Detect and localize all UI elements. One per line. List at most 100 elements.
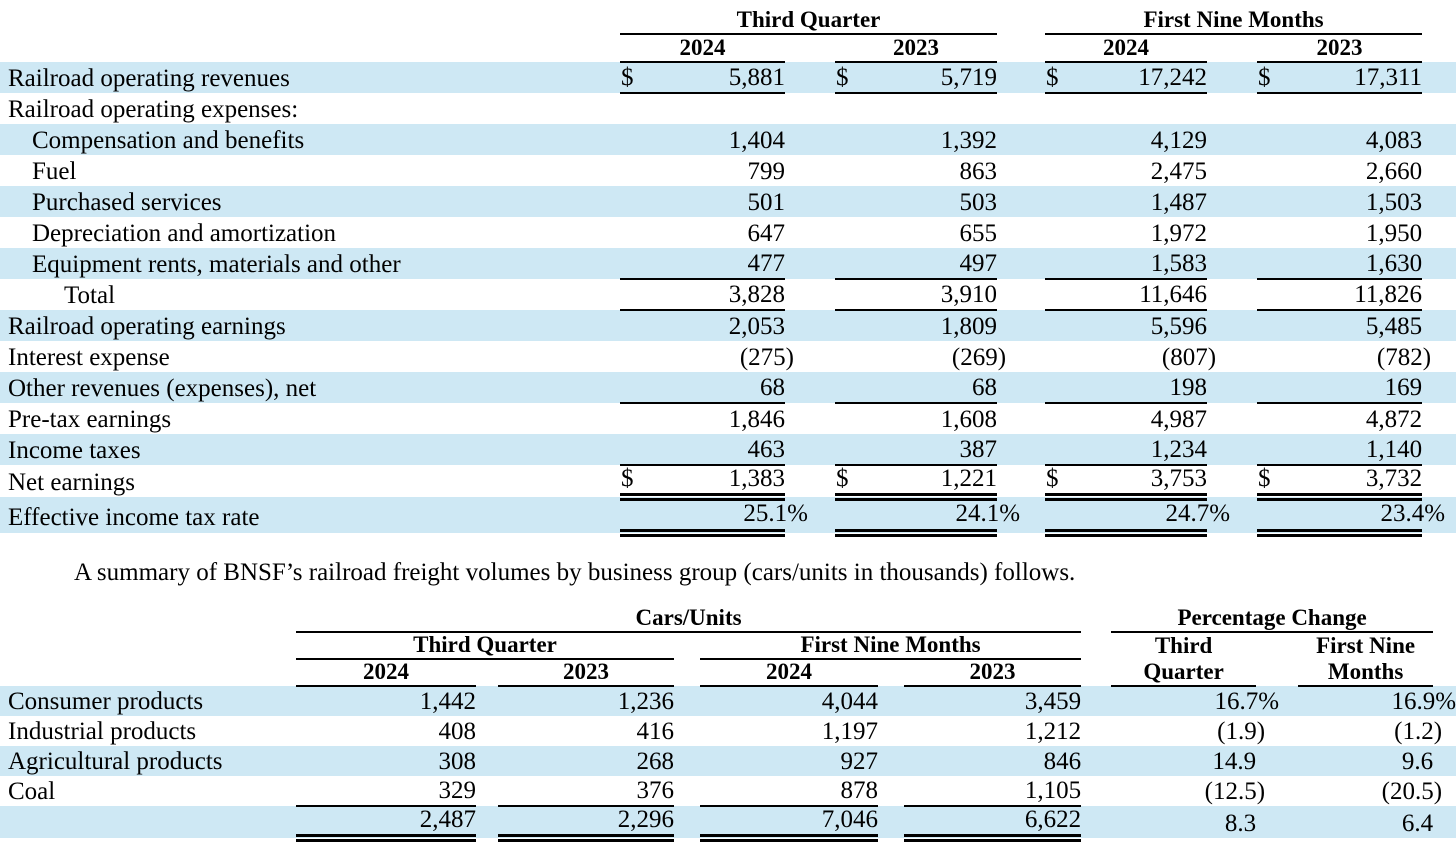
table-row: Cars/Units Percentage Change	[0, 604, 1456, 633]
column-group-first-nine-months: First Nine Months	[1045, 6, 1423, 35]
pct-period-header-quarter: Quarter	[1111, 658, 1257, 687]
table-row-compensation-and-benefits: Compensation and benefits 1,404 1,392 4,…	[0, 124, 1456, 155]
value-cell: 799	[747, 157, 786, 185]
pct-value-cell: (20.5)	[1381, 777, 1443, 805]
table-row-purchased-services: Purchased services 501 503 1,487 1,503	[0, 186, 1456, 217]
value-cell: 463	[620, 434, 785, 466]
value-cell: 503	[959, 188, 998, 216]
table-row-total-expenses: Total 3,828 3,910 11,646 11,826	[0, 279, 1456, 311]
table-row: Third Quarter First Nine Months Third Fi…	[0, 631, 1456, 660]
pct-value-cell: (12.5)	[1204, 777, 1266, 805]
row-label: Railroad operating earnings	[8, 312, 286, 340]
value-cell: 655	[959, 219, 998, 247]
value-cell: 1,197	[821, 717, 878, 745]
table-row-railroad-operating-earnings: Railroad operating earnings 2,053 1,809 …	[0, 310, 1456, 341]
value-cell: 927	[840, 747, 879, 775]
pct-value-cell: (1.9)	[1217, 717, 1266, 745]
value-cell: 1,630	[1257, 248, 1423, 280]
column-group-percentage-change: Percentage Change	[1111, 604, 1434, 633]
table-row-railroad-operating-revenues: Railroad operating revenues $5,881 $5,71…	[0, 62, 1456, 94]
column-group-label: Percentage Change	[1177, 604, 1367, 630]
table-row-fuel: Fuel 799 863 2,475 2,660	[0, 155, 1456, 186]
table-row-income-taxes: Income taxes 463 387 1,234 1,140	[0, 434, 1456, 466]
value-cell: 416	[636, 717, 675, 745]
row-label: Compensation and benefits	[32, 126, 305, 154]
table-row-industrial-products: Industrial products 408 416 1,197 1,212 …	[0, 716, 1456, 746]
value-cell: 1,442	[419, 687, 476, 715]
value-cell: 1,105	[904, 775, 1082, 807]
row-label: Other revenues (expenses), net	[8, 374, 317, 402]
income-statement-table: Third Quarter First Nine Months 2024 202…	[0, 6, 1456, 537]
value-cell: 1,503	[1365, 188, 1423, 216]
value-cell: 68	[620, 372, 785, 404]
pct-period-header-third: Third	[1154, 632, 1213, 658]
value-cell: $3,732	[1257, 465, 1423, 502]
pct-value-cell: 14.9	[1212, 747, 1257, 775]
value-cell: 846	[1043, 747, 1082, 775]
value-cell: 1,392	[940, 126, 998, 154]
column-group-cars-units: Cars/Units	[296, 605, 1082, 633]
value-cell: 7,046	[700, 805, 878, 843]
table-row-interest-expense: Interest expense (275) (269) (807) (782)	[0, 341, 1456, 372]
value-cell: 3,828	[620, 279, 785, 311]
value-cell: 25.1%	[620, 497, 808, 537]
table-row-depreciation-and-amortization: Depreciation and amortization 647 655 1,…	[0, 217, 1456, 248]
value-cell: 23.4%	[1257, 497, 1445, 537]
table-row-total-volumes: 2,487 2,296 7,046 6,622 8.3 6.4	[0, 805, 1456, 843]
value-cell: $3,753	[1045, 465, 1208, 502]
value-cell: 1,236	[617, 687, 674, 715]
value-cell: 477	[620, 248, 785, 280]
value-cell: 1,809	[940, 312, 998, 340]
value-cell: 1,234	[1045, 434, 1208, 466]
table-row-agricultural-products: Agricultural products 308 268 927 846 14…	[0, 745, 1456, 776]
row-label: Equipment rents, materials and other	[32, 250, 401, 278]
value-cell: 878	[700, 775, 878, 807]
table-row-railroad-operating-expenses: Railroad operating expenses:	[0, 93, 1456, 124]
row-label: Income taxes	[8, 436, 141, 464]
value-cell: 68	[835, 372, 998, 404]
row-label: Fuel	[32, 157, 77, 185]
column-group-label: Third Quarter	[736, 6, 881, 32]
value-cell: 1,487	[1150, 188, 1208, 216]
value-cell: 1,950	[1365, 219, 1423, 247]
pct-value-cell: 9.6	[1401, 747, 1434, 775]
value-cell: 647	[747, 219, 786, 247]
dollar-sign: $	[836, 63, 849, 91]
table-row-consumer-products: Consumer products 1,442 1,236 4,044 3,45…	[0, 685, 1456, 716]
value-cell: 329	[296, 775, 476, 807]
row-label: Purchased services	[32, 188, 222, 216]
table-row: 2024 2023 2024 2023	[0, 34, 1456, 63]
row-label: Pre-tax earnings	[8, 405, 172, 433]
value-cell: $1,383	[620, 465, 785, 502]
row-label: Effective income tax rate	[8, 504, 260, 532]
freight-volumes-table: Cars/Units Percentage Change Third Quart…	[0, 604, 1456, 843]
value-cell: 1,846	[728, 405, 785, 433]
row-label: Interest expense	[8, 343, 170, 371]
year-header: 2024	[620, 34, 785, 63]
pct-value-cell: 6.4	[1401, 809, 1434, 837]
row-label: Net earnings	[8, 469, 136, 496]
row-label: Railroad operating expenses:	[8, 95, 299, 123]
dollar-sign: $	[836, 465, 849, 492]
value-cell: 268	[636, 747, 675, 775]
value-cell: 11,826	[1257, 279, 1423, 311]
value-cell: $17,242	[1045, 62, 1208, 94]
value-cell: 308	[438, 747, 477, 775]
value-cell: 376	[498, 775, 674, 807]
dollar-sign: $	[1258, 465, 1271, 492]
pct-period-header-months: Months	[1298, 658, 1434, 687]
value-cell: 2,053	[728, 312, 785, 340]
value-cell: 1,972	[1150, 219, 1208, 247]
year-header: 2024	[296, 658, 476, 687]
value-cell: 2,475	[1150, 157, 1208, 185]
dollar-sign: $	[621, 63, 634, 91]
row-label: Depreciation and amortization	[32, 219, 337, 247]
value-cell: 4,872	[1365, 405, 1423, 433]
year-header: 2024	[700, 658, 878, 687]
value-cell: 11,646	[1045, 279, 1208, 311]
row-label: Consumer products	[8, 687, 204, 715]
value-cell: 5,596	[1150, 312, 1208, 340]
row-label: Agricultural products	[8, 747, 223, 775]
value-cell: $5,719	[835, 62, 998, 94]
value-cell: 501	[747, 188, 786, 216]
